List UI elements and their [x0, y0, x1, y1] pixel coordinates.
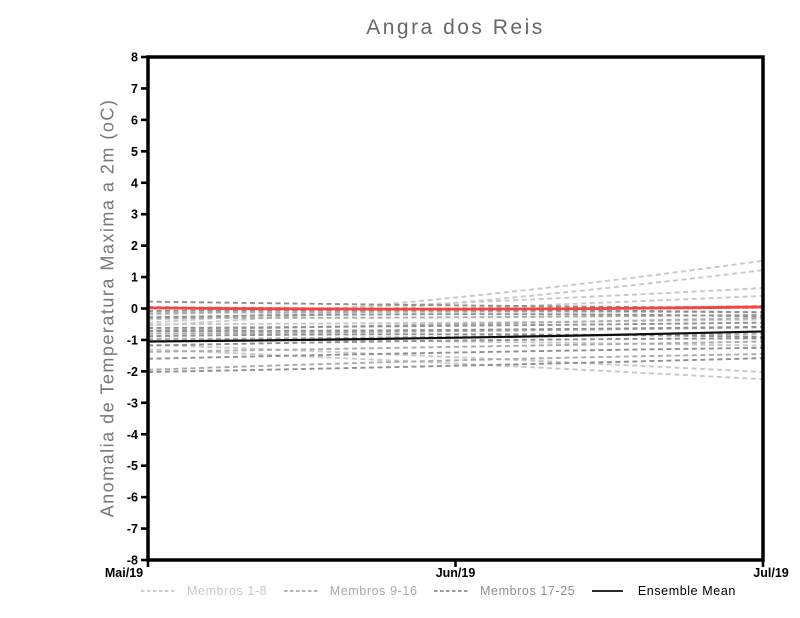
- dashed-line-swatch: [434, 590, 470, 592]
- dashed-line-swatch: [141, 590, 177, 592]
- chart-title: Angra dos Reis: [366, 16, 545, 39]
- legend-label: Membros 17-25: [480, 584, 576, 598]
- y-tick-label: 3: [131, 208, 138, 222]
- y-tick-label: 6: [131, 113, 138, 127]
- member-line-g1-5: [147, 343, 764, 373]
- member-line-g3-3: [147, 313, 764, 319]
- legend: Membros 1-8 Membros 9-16 Membros 17-25 Ense…: [140, 584, 736, 598]
- legend-label: Membros 9-16: [329, 584, 418, 598]
- member-line-g3-8: [147, 346, 764, 360]
- x-tick-label-jun-19: Jun/19: [436, 566, 476, 580]
- member-line-g3-5: [147, 325, 764, 333]
- legend-label: Membros 1-8: [187, 584, 268, 598]
- legend-item-membros-17-25: Membros 17-25: [433, 584, 575, 598]
- y-tick-label: 0: [131, 302, 138, 316]
- y-tick-label: -5: [127, 459, 138, 473]
- legend-label: Ensemble Mean: [637, 584, 736, 598]
- member-line-g3-9: [147, 357, 764, 373]
- y-tick-label: -6: [127, 491, 138, 505]
- x-tick-label-jul-19: Jul/19: [753, 566, 788, 580]
- member-line-g1-6: [147, 348, 764, 381]
- ensemble-mean-line: [147, 330, 764, 343]
- y-tick-label: 1: [131, 271, 138, 285]
- legend-item-membros-9-16: Membros 9-16: [283, 584, 418, 598]
- member-line-g2-7: [147, 340, 764, 353]
- legend-item-membros-1-8: Membros 1-8: [140, 584, 267, 598]
- y-tick-label: -2: [127, 365, 138, 379]
- reference-line-red: [147, 305, 764, 311]
- y-tick-label: 4: [131, 176, 138, 190]
- y-tick-label: -4: [127, 428, 138, 442]
- member-line-g3-7: [147, 337, 764, 347]
- member-line-g3-6: [147, 333, 764, 338]
- y-tick-label: 5: [131, 145, 138, 159]
- dashed-line-swatch: [283, 590, 320, 592]
- y-tick-label: 7: [131, 82, 138, 96]
- y-tick-label: -3: [127, 396, 138, 410]
- member-line-g2-8: [147, 353, 764, 371]
- y-tick-label: -7: [127, 522, 138, 536]
- member-line-g3-4: [147, 321, 764, 329]
- y-tick-label: -8: [127, 554, 138, 568]
- legend-item-ensemble-mean: Ensemble Mean: [591, 584, 736, 598]
- y-tick-label: -1: [127, 333, 138, 347]
- x-tick-label-mai-19: Mai/19: [105, 566, 143, 580]
- solid-line-swatch: [591, 590, 623, 592]
- member-line-g2-4: [147, 316, 764, 332]
- y-tick-label: 2: [131, 239, 138, 253]
- y-tick-label: 8: [131, 51, 138, 65]
